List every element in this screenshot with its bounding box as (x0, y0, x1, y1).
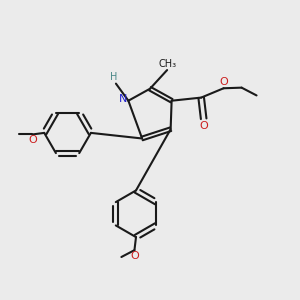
Text: H: H (110, 72, 117, 82)
Text: N: N (118, 94, 127, 104)
Text: CH₃: CH₃ (159, 59, 177, 69)
Text: O: O (28, 135, 37, 145)
Text: O: O (199, 121, 208, 130)
Text: O: O (219, 77, 228, 87)
Text: O: O (130, 251, 139, 261)
